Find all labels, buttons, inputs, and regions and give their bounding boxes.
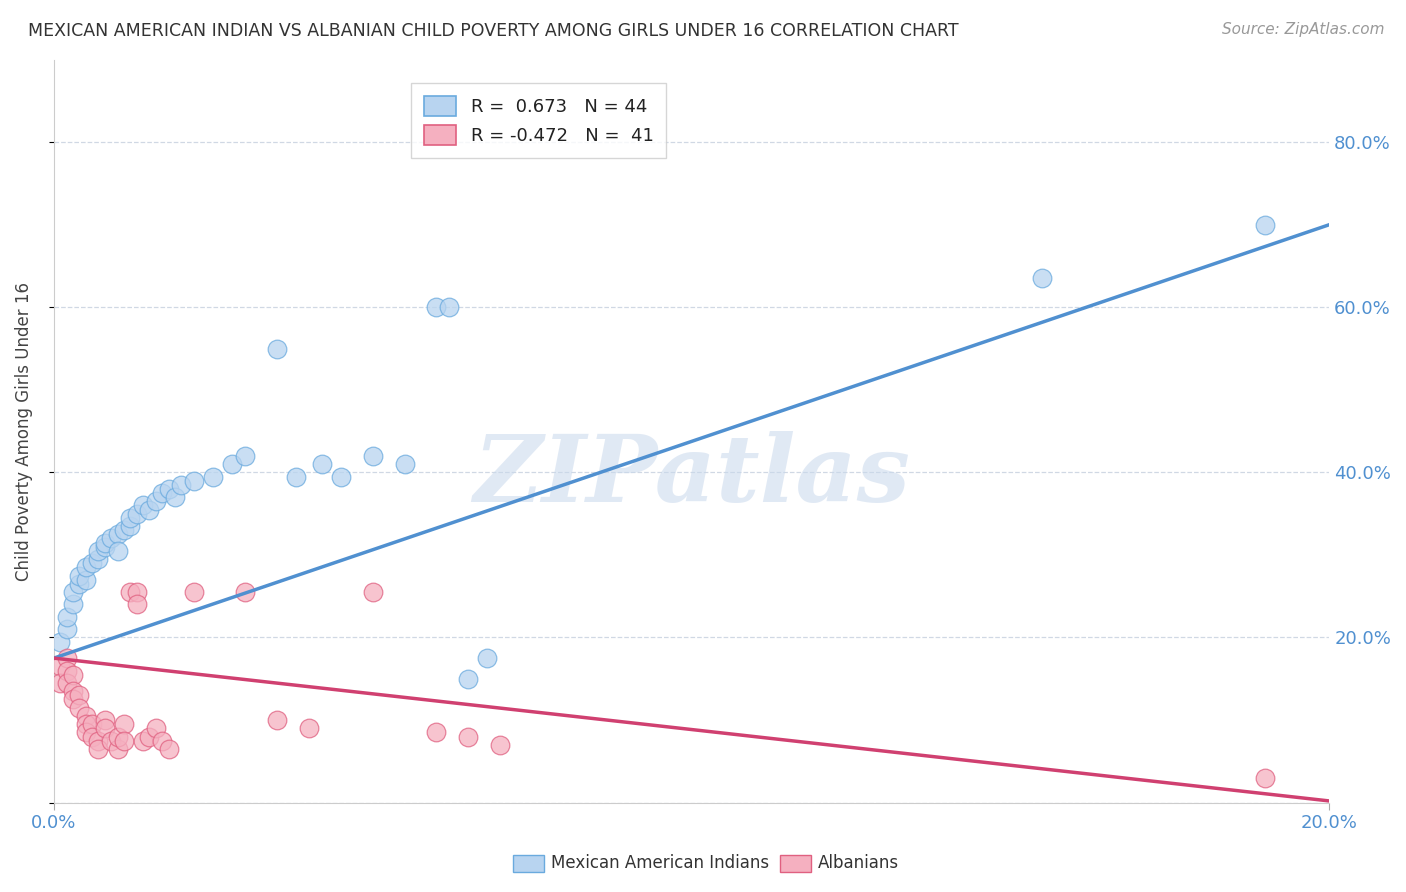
Point	[100, 532, 122, 546]
Point	[394, 457, 416, 471]
Point	[82, 730, 104, 744]
Point	[67, 568, 90, 582]
Point	[202, 469, 225, 483]
Point	[163, 490, 186, 504]
Point	[94, 535, 117, 549]
Point	[75, 709, 97, 723]
Text: Mexican American Indians: Mexican American Indians	[551, 855, 769, 872]
Point	[150, 733, 173, 747]
Point	[62, 585, 84, 599]
Point	[67, 688, 90, 702]
Point	[1254, 218, 1277, 232]
Point	[55, 651, 77, 665]
Point	[100, 733, 122, 747]
Point	[49, 659, 72, 673]
Point	[125, 598, 148, 612]
Point	[49, 676, 72, 690]
Point	[437, 300, 460, 314]
Point	[120, 510, 142, 524]
Point	[67, 577, 90, 591]
Point	[221, 457, 243, 471]
Point	[157, 482, 180, 496]
Point	[298, 721, 321, 735]
Point	[125, 585, 148, 599]
Point	[457, 730, 479, 744]
Legend: R =  0.673   N = 44, R = -0.472   N =  41: R = 0.673 N = 44, R = -0.472 N = 41	[411, 84, 666, 158]
Point	[55, 622, 77, 636]
Point	[477, 651, 499, 665]
Point	[266, 342, 288, 356]
Point	[125, 507, 148, 521]
Text: MEXICAN AMERICAN INDIAN VS ALBANIAN CHILD POVERTY AMONG GIRLS UNDER 16 CORRELATI: MEXICAN AMERICAN INDIAN VS ALBANIAN CHIL…	[28, 22, 959, 40]
Point	[62, 598, 84, 612]
Point	[94, 713, 117, 727]
Point	[120, 519, 142, 533]
Point	[49, 634, 72, 648]
Point	[82, 717, 104, 731]
Point	[361, 449, 384, 463]
Point	[1031, 271, 1053, 285]
Point	[233, 585, 256, 599]
Point	[183, 474, 205, 488]
Point	[1254, 771, 1277, 785]
Point	[489, 738, 512, 752]
Point	[67, 700, 90, 714]
Y-axis label: Child Poverty Among Girls Under 16: Child Poverty Among Girls Under 16	[15, 282, 32, 581]
Point	[94, 540, 117, 554]
Point	[170, 477, 193, 491]
Point	[150, 486, 173, 500]
Point	[62, 692, 84, 706]
Text: Albanians: Albanians	[818, 855, 900, 872]
Point	[145, 721, 167, 735]
Point	[75, 717, 97, 731]
Point	[112, 733, 135, 747]
Point	[75, 573, 97, 587]
Point	[107, 742, 129, 756]
Point	[112, 523, 135, 537]
Point	[107, 543, 129, 558]
Point	[132, 499, 155, 513]
Point	[132, 733, 155, 747]
Point	[75, 725, 97, 739]
Point	[94, 721, 117, 735]
Point	[145, 494, 167, 508]
Point	[87, 733, 110, 747]
Point	[285, 469, 308, 483]
Point	[112, 717, 135, 731]
Point	[107, 527, 129, 541]
Point	[138, 502, 160, 516]
Point	[82, 556, 104, 570]
Point	[266, 713, 288, 727]
Point	[311, 457, 333, 471]
Point	[233, 449, 256, 463]
Text: Source: ZipAtlas.com: Source: ZipAtlas.com	[1222, 22, 1385, 37]
Point	[87, 552, 110, 566]
Point	[55, 610, 77, 624]
Point	[361, 585, 384, 599]
Point	[62, 667, 84, 681]
Point	[425, 300, 447, 314]
Point	[107, 730, 129, 744]
Point	[457, 672, 479, 686]
Point	[55, 664, 77, 678]
Text: ZIPatlas: ZIPatlas	[472, 431, 910, 521]
Point	[55, 676, 77, 690]
Point	[183, 585, 205, 599]
Point	[87, 742, 110, 756]
Point	[425, 725, 447, 739]
Point	[62, 684, 84, 698]
Point	[138, 730, 160, 744]
Point	[157, 742, 180, 756]
Point	[120, 585, 142, 599]
Point	[87, 543, 110, 558]
Point	[329, 469, 352, 483]
Point	[75, 560, 97, 574]
